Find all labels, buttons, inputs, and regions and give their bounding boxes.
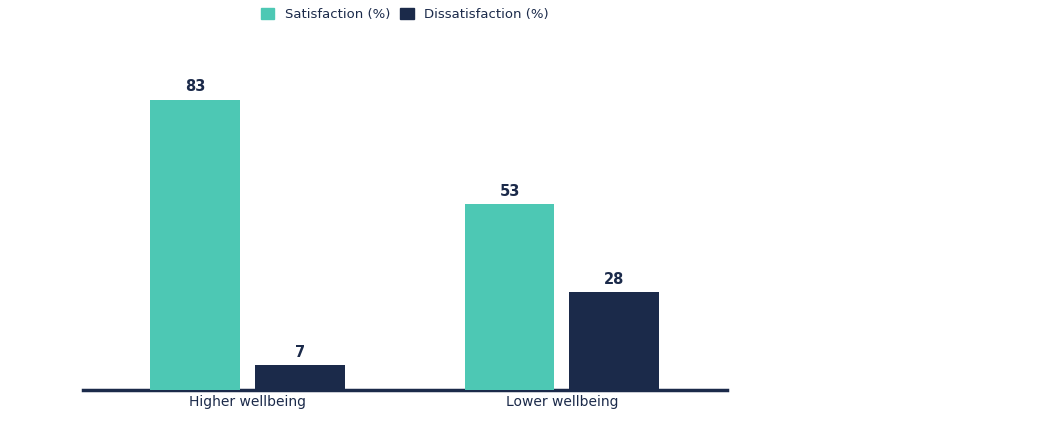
Text: 28: 28: [604, 272, 625, 287]
Text: 7: 7: [295, 345, 305, 360]
Bar: [255, 365, 345, 390]
Bar: [151, 100, 240, 390]
Text: 83: 83: [185, 79, 206, 94]
Bar: [570, 292, 659, 390]
Text: 53: 53: [499, 184, 520, 199]
Legend: Satisfaction (%), Dissatisfaction (%): Satisfaction (%), Dissatisfaction (%): [256, 4, 553, 25]
Bar: [465, 205, 554, 390]
